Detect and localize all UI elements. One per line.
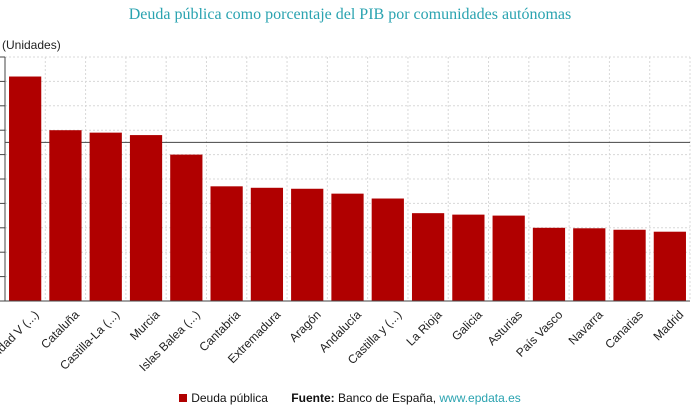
x-tick-label: La Rioja bbox=[404, 307, 445, 348]
source-label: Fuente: bbox=[291, 391, 335, 405]
x-tick-label: Asturias bbox=[485, 308, 526, 349]
chart-title: Deuda pública como porcentaje del PIB po… bbox=[128, 6, 572, 23]
bars bbox=[9, 76, 686, 302]
source-text: Banco de España, bbox=[337, 391, 437, 405]
bar-8 bbox=[291, 188, 324, 301]
x-tick-label: Canarias bbox=[602, 308, 646, 352]
grid-lines bbox=[5, 56, 691, 301]
bar-10 bbox=[371, 198, 404, 301]
x-tick-label: Comunidad V (...) bbox=[0, 308, 42, 384]
bar-2 bbox=[49, 130, 82, 301]
x-tick-label: Aragón bbox=[286, 308, 323, 345]
legend-swatch bbox=[179, 394, 188, 402]
bar-4 bbox=[129, 135, 163, 301]
axes bbox=[0, 56, 690, 302]
x-tick-label: Galicia bbox=[449, 307, 485, 343]
bar-14 bbox=[532, 227, 566, 301]
bar-13 bbox=[492, 215, 525, 301]
source-link[interactable]: www.epdata.es bbox=[439, 391, 521, 405]
bar-17 bbox=[653, 231, 686, 301]
x-tick-label: Madrid bbox=[650, 308, 686, 344]
bar-12 bbox=[452, 214, 485, 301]
legend-label[interactable]: Deuda pública bbox=[191, 391, 268, 405]
y-axis-label: (Unidades) bbox=[2, 38, 61, 52]
bar-16 bbox=[613, 229, 646, 301]
bar-5 bbox=[170, 154, 203, 301]
bar-11 bbox=[411, 213, 445, 301]
bar-6 bbox=[210, 186, 243, 301]
x-tick-label: Murcia bbox=[127, 307, 163, 343]
x-tick-label: Navarra bbox=[566, 307, 606, 347]
bar-15 bbox=[573, 228, 606, 301]
bar-3 bbox=[89, 132, 122, 301]
bar-1 bbox=[9, 76, 42, 302]
bar-9 bbox=[331, 193, 364, 301]
bar-7 bbox=[250, 187, 284, 301]
chart-footer: Deuda pública Fuente: Banco de España, w… bbox=[0, 391, 700, 405]
